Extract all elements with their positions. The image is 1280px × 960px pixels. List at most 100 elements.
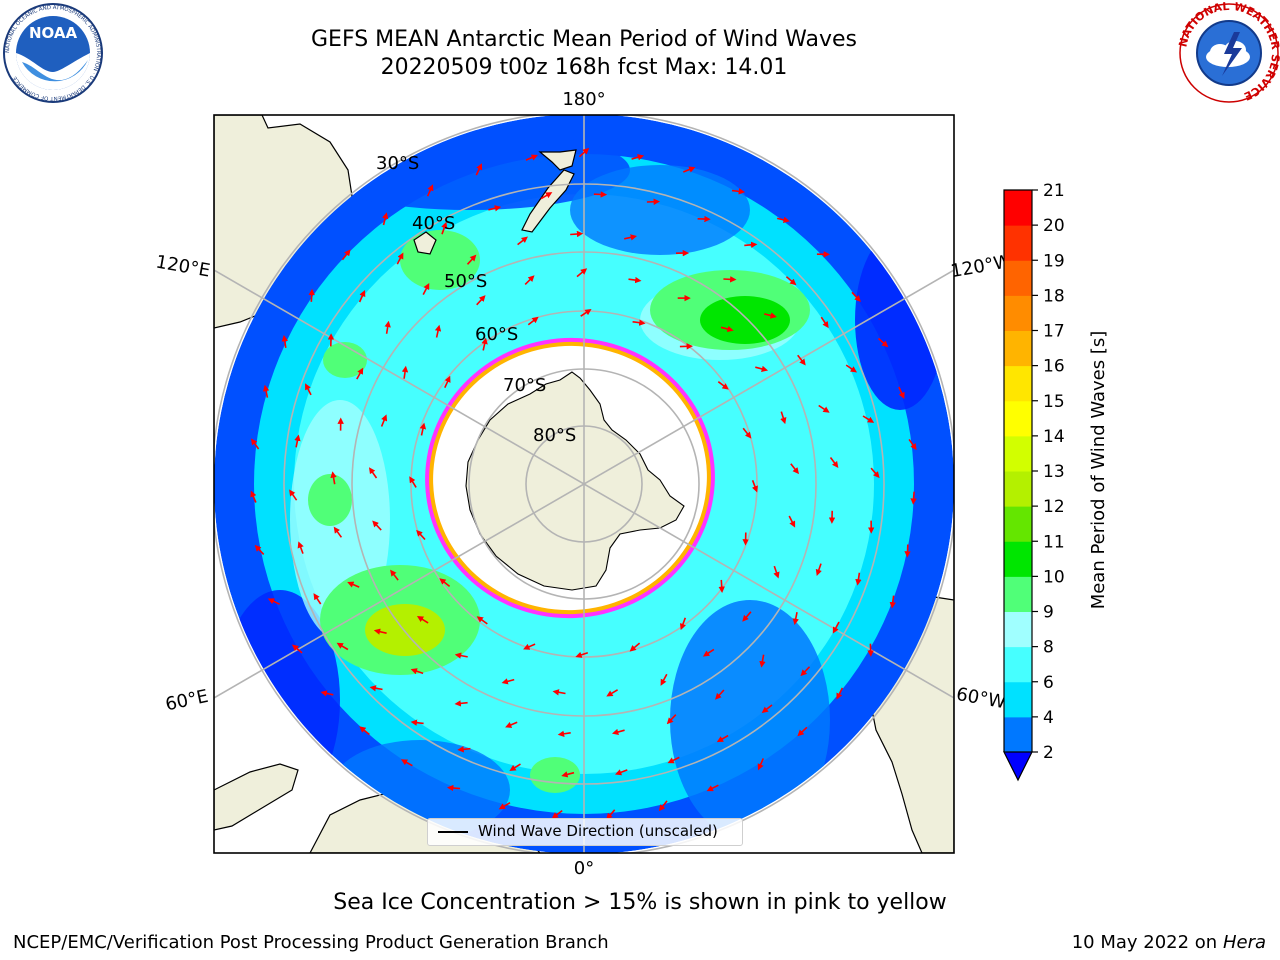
- wave-direction-arrow: [773, 565, 780, 579]
- wave-direction-arrow: [481, 337, 488, 351]
- wave-direction-arrow: [369, 685, 383, 692]
- wave-direction-arrow: [757, 758, 765, 771]
- colorbar-tick-label: 20: [1043, 216, 1065, 236]
- wave-direction-arrow: [441, 221, 448, 235]
- wave-direction-arrow: [551, 809, 563, 819]
- colorbar-tick-label: 4: [1043, 708, 1054, 728]
- wave-direction-arrow: [509, 763, 521, 771]
- legend-label: Wind Wave Direction (unscaled): [478, 822, 718, 840]
- footer-date-text: 10 May 2022 on: [1071, 932, 1218, 953]
- wave-direction-arrow: [570, 230, 584, 238]
- wave-direction-arrow: [475, 163, 483, 176]
- wave-direction-arrow: [505, 721, 518, 728]
- colorbar-tick-label: 8: [1043, 638, 1054, 658]
- wave-direction-arrow: [289, 489, 298, 501]
- wave-direction-arrow: [836, 687, 844, 700]
- wave-direction-arrow: [715, 689, 725, 700]
- wave-direction-arrow: [682, 166, 696, 173]
- wave-direction-arrow: [792, 612, 799, 626]
- wave-direction-arrow: [527, 316, 539, 326]
- colorbar-label: Mean Period of Wind Waves [s]: [1088, 331, 1109, 610]
- wave-direction-arrow: [409, 476, 417, 488]
- wave-direction-arrow: [540, 192, 553, 200]
- wave-direction-arrow: [410, 719, 424, 726]
- wave-direction-arrow: [347, 581, 360, 588]
- land-antarctica: [465, 371, 685, 591]
- wave-direction-arrow: [434, 324, 442, 338]
- colorbar-tick-label: 11: [1043, 532, 1065, 552]
- colorbar-tick-label: 18: [1043, 286, 1065, 306]
- wave-direction-arrow: [658, 800, 668, 812]
- colorbar-tick-label: 9: [1043, 603, 1054, 623]
- colorbar-swatch: [1004, 260, 1032, 296]
- wave-direction-arrow: [476, 616, 488, 625]
- lat-label-30s: 30°S: [376, 153, 419, 174]
- wave-direction-arrow: [898, 386, 905, 399]
- wave-direction-arrow: [254, 544, 265, 555]
- wave-direction-arrow: [797, 726, 808, 737]
- colorbar-tick-label: 12: [1043, 497, 1065, 517]
- nws-logo-icon: NATIONAL WEATHER SERVICE: [1178, 2, 1280, 103]
- wave-direction-arrow: [262, 384, 270, 398]
- lon-label-60w: 60°W: [955, 684, 1008, 713]
- wave-direction-arrow: [797, 354, 806, 366]
- wave-direction-arrow: [578, 147, 590, 158]
- footer-credit: NCEP/EMC/Verification Post Processing Pr…: [13, 932, 609, 953]
- wave-direction-arrow: [250, 438, 260, 450]
- wave-direction-arrow: [606, 809, 616, 820]
- wave-direction-arrow: [523, 643, 536, 650]
- lat-label-80s: 80°S: [533, 425, 576, 446]
- colorbar-swatch: [1004, 506, 1032, 542]
- footer-machine-name: Hera: [1222, 932, 1266, 953]
- wave-direction-arrow: [524, 275, 535, 285]
- wave-direction-arrow: [908, 438, 917, 451]
- wave-direction-arrow: [759, 654, 766, 668]
- wave-direction-arrow: [457, 746, 471, 753]
- wave-direction-arrow: [333, 526, 343, 538]
- wave-direction-arrow: [294, 434, 301, 448]
- wave-direction-arrow: [870, 467, 880, 479]
- wave-direction-arrow: [390, 569, 399, 581]
- wave-direction-arrow: [628, 276, 642, 284]
- wave-direction-arrow: [744, 241, 758, 248]
- wave-direction-arrow: [466, 254, 477, 265]
- wave-direction-arrow: [851, 291, 861, 302]
- colorbar-tick-label: 14: [1043, 427, 1065, 447]
- wave-direction-arrow: [419, 422, 427, 436]
- wave-direction-arrow: [439, 578, 451, 588]
- wave-direction-arrow: [764, 312, 777, 319]
- wave-direction-arrow: [454, 700, 468, 707]
- wave-direction-arrow: [877, 337, 889, 348]
- land-madagascar: [214, 763, 299, 831]
- lon-label-120e: 120°E: [154, 251, 212, 281]
- wave-direction-arrow: [422, 282, 430, 295]
- colorbar-tick-label: 17: [1043, 322, 1065, 342]
- wave-direction-arrow: [305, 383, 312, 396]
- wave-direction-arrow: [501, 678, 515, 685]
- wave-direction-arrow: [910, 491, 917, 505]
- colorbar-tick-label: 21: [1043, 181, 1065, 201]
- wave-direction-arrow: [400, 759, 413, 767]
- wave-direction-arrow: [706, 784, 719, 792]
- wave-direction-arrow: [576, 268, 588, 278]
- wave-direction-arrow: [800, 666, 811, 677]
- wave-direction-arrow: [780, 411, 787, 425]
- wave-direction-arrow: [624, 234, 638, 241]
- wave-direction-arrow: [815, 563, 822, 576]
- wave-direction-arrow: [320, 690, 334, 697]
- wave-direction-arrow: [785, 276, 797, 286]
- wave-direction-arrow: [718, 579, 725, 594]
- wave-direction-arrow: [476, 295, 486, 306]
- colorbar-swatch: [1004, 400, 1032, 437]
- colorbar-swatch: [1004, 330, 1032, 367]
- wave-direction-arrow: [557, 730, 571, 737]
- colorbar-tick-label: 6: [1043, 673, 1054, 693]
- colorbar-under-triangle: [1003, 751, 1033, 782]
- wave-direction-arrow: [444, 375, 451, 389]
- colorbar-tick-label: 13: [1043, 462, 1065, 482]
- lat-label-60s: 60°S: [475, 324, 518, 345]
- wave-direction-arrow: [702, 648, 715, 657]
- colorbar-swatch: [1004, 576, 1032, 612]
- wave-direction-arrow: [401, 365, 409, 379]
